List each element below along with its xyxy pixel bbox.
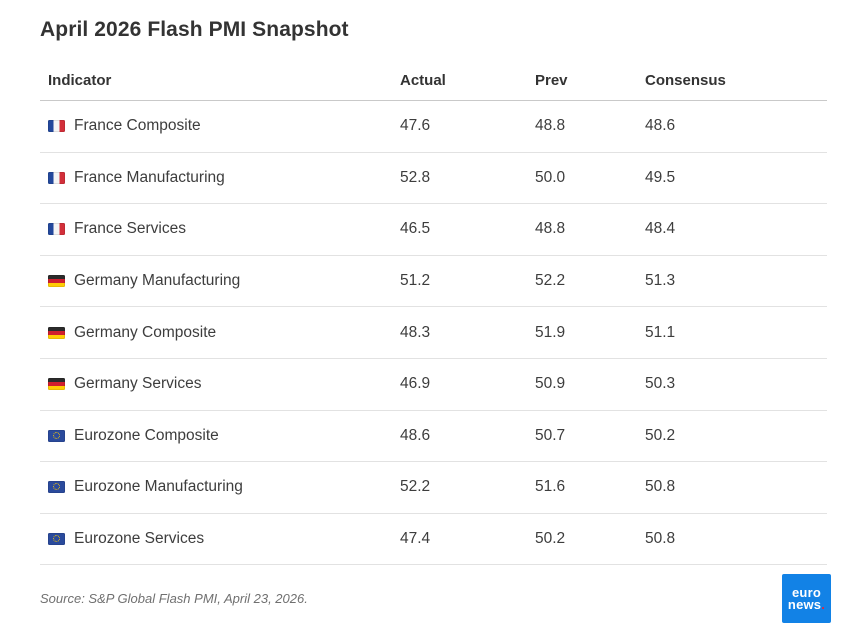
actual-value: 51.2 [400, 272, 431, 290]
indicator-label: Eurozone Manufacturing [74, 478, 243, 496]
column-header-consensus: Consensus [645, 71, 726, 89]
eurozone-flag-icon [48, 533, 65, 546]
prev-value: 51.9 [535, 323, 566, 341]
table-row: Germany Manufacturing 51.2 52.2 51.3 [40, 256, 827, 308]
prev-value: 52.2 [535, 272, 566, 290]
germany-flag-icon [48, 378, 65, 391]
euronews-logo-dot: . [821, 596, 826, 612]
indicator-label: Germany Manufacturing [74, 272, 241, 290]
eurozone-flag-icon [48, 429, 65, 442]
actual-value: 46.9 [400, 375, 431, 393]
actual-value: 47.6 [400, 117, 431, 135]
consensus-value: 50.8 [645, 478, 676, 496]
prev-value: 50.2 [535, 530, 566, 548]
consensus-value: 48.4 [645, 220, 676, 238]
prev-value: 50.7 [535, 426, 566, 444]
prev-value: 51.6 [535, 478, 566, 496]
indicator-label: Germany Composite [74, 323, 217, 341]
column-header-indicator: Indicator [48, 71, 112, 89]
actual-value: 52.8 [400, 168, 431, 186]
prev-value: 50.0 [535, 168, 566, 186]
prev-value: 48.8 [535, 117, 566, 135]
actual-value: 48.3 [400, 323, 431, 341]
table-row: France Composite 47.6 48.8 48.6 [40, 101, 827, 153]
indicator-label: Germany Services [74, 375, 202, 393]
column-header-actual: Actual [400, 71, 446, 89]
actual-value: 47.4 [400, 530, 431, 548]
euronews-logo-line1: euro [792, 584, 821, 600]
indicator-cell: Eurozone Composite [40, 427, 400, 445]
prev-value: 50.9 [535, 375, 566, 393]
euronews-logo: euro news. [782, 574, 831, 623]
table-row: Germany Services 46.9 50.9 50.3 [40, 359, 827, 411]
indicator-cell: Germany Manufacturing [40, 272, 400, 290]
consensus-value: 50.3 [645, 375, 676, 393]
indicator-label: France Composite [74, 117, 201, 135]
indicator-label: Eurozone Composite [74, 426, 219, 444]
prev-value: 48.8 [535, 220, 566, 238]
table-row: Eurozone Services 47.4 50.2 50.8 [40, 514, 827, 566]
actual-value: 46.5 [400, 220, 431, 238]
column-header-prev: Prev [535, 71, 568, 89]
consensus-value: 51.1 [645, 323, 676, 341]
indicator-label: France Manufacturing [74, 168, 225, 186]
consensus-value: 50.8 [645, 530, 676, 548]
france-flag-icon [48, 120, 65, 133]
indicator-cell: Eurozone Manufacturing [40, 478, 400, 496]
table-row: Eurozone Composite 48.6 50.7 50.2 [40, 411, 827, 463]
consensus-value: 49.5 [645, 168, 676, 186]
actual-value: 48.6 [400, 426, 431, 444]
table-body: France Composite 47.6 48.8 48.6 France M… [40, 101, 827, 566]
indicator-cell: Germany Services [40, 375, 400, 393]
table-row: Eurozone Manufacturing 52.2 51.6 50.8 [40, 462, 827, 514]
germany-flag-icon [48, 326, 65, 339]
indicator-cell: France Services [40, 220, 400, 238]
france-flag-icon [48, 171, 65, 184]
germany-flag-icon [48, 275, 65, 288]
consensus-value: 48.6 [645, 117, 676, 135]
consensus-value: 50.2 [645, 426, 676, 444]
page-title: April 2026 Flash PMI Snapshot [40, 18, 349, 41]
table-header-row: Indicator Actual Prev Consensus [40, 60, 827, 101]
actual-value: 52.2 [400, 478, 431, 496]
pmi-table: Indicator Actual Prev Consensus France C… [40, 60, 827, 566]
table-row: Germany Composite 48.3 51.9 51.1 [40, 307, 827, 359]
france-flag-icon [48, 223, 65, 236]
indicator-cell: France Manufacturing [40, 169, 400, 187]
indicator-label: France Services [74, 220, 186, 238]
indicator-cell: France Composite [40, 117, 400, 135]
indicator-label: Eurozone Services [74, 530, 205, 548]
table-row: France Manufacturing 52.8 50.0 49.5 [40, 153, 827, 205]
indicator-cell: Eurozone Services [40, 530, 400, 548]
table-row: France Services 46.5 48.8 48.4 [40, 204, 827, 256]
indicator-cell: Germany Composite [40, 324, 400, 342]
euronews-logo-line2: news. [787, 596, 826, 612]
eurozone-flag-icon [48, 481, 65, 494]
source-note: Source: S&P Global Flash PMI, April 23, … [40, 591, 308, 606]
consensus-value: 51.3 [645, 272, 676, 290]
